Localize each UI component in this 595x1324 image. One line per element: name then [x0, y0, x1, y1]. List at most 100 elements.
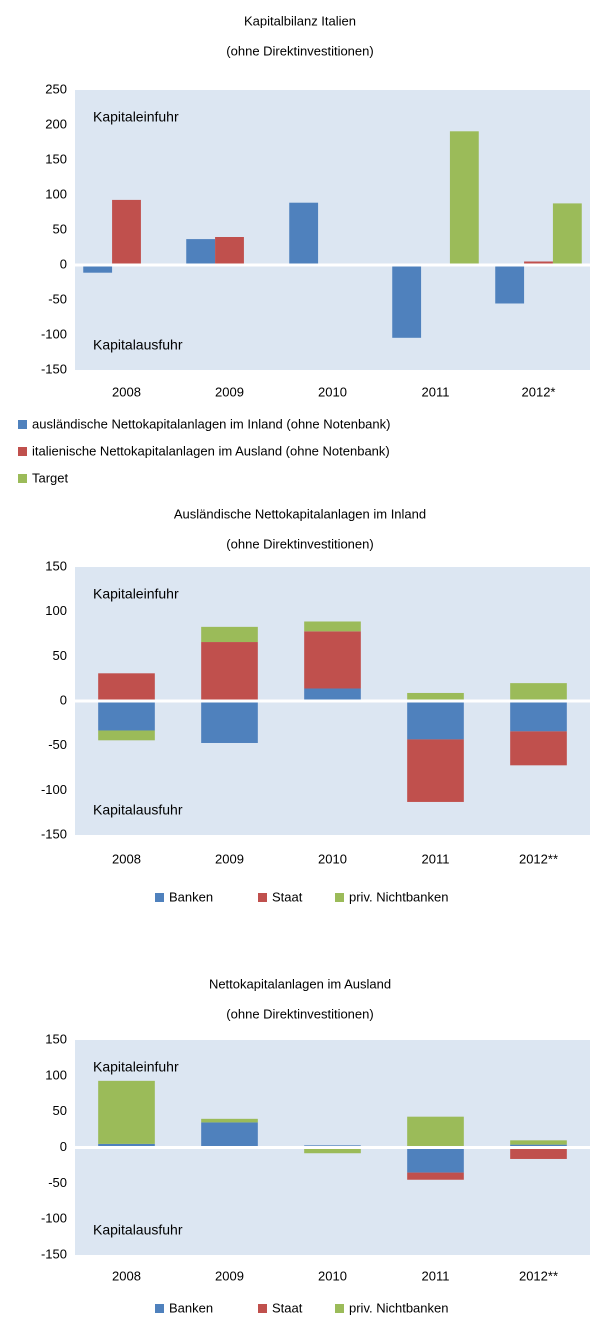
legend-label: ausländische Nettokapitalanlagen im Inla…	[32, 416, 390, 431]
plot-area	[75, 90, 590, 370]
bar-segment	[510, 731, 567, 766]
x-tick-label: 2008	[112, 384, 141, 399]
annotation: Kapitalausfuhr	[93, 802, 183, 818]
bar	[392, 265, 422, 338]
annotation: Kapitaleinfuhr	[93, 1059, 179, 1075]
x-tick-label: 2009	[215, 851, 244, 866]
bar-segment	[407, 1172, 464, 1180]
bar-segment	[304, 1147, 361, 1154]
legend-swatch	[258, 1304, 267, 1313]
x-tick-label: 2008	[112, 1268, 141, 1283]
legend-label: Banken	[169, 889, 213, 904]
bar	[495, 265, 525, 304]
bar	[186, 239, 216, 265]
y-tick-label: 50	[53, 1103, 67, 1118]
y-tick-label: 0	[60, 256, 67, 271]
annotation: Kapitalausfuhr	[93, 1222, 183, 1238]
chart-subtitle: (ohne Direktinvestitionen)	[226, 536, 373, 551]
bar-segment	[98, 673, 155, 701]
y-tick-label: -100	[41, 1211, 67, 1226]
y-tick-label: 100	[45, 186, 67, 201]
x-tick-label: 2010	[318, 384, 347, 399]
x-tick-label: 2012**	[519, 1268, 558, 1283]
y-tick-label: 100	[45, 1067, 67, 1082]
bar	[215, 237, 244, 265]
y-tick-label: 50	[53, 221, 67, 236]
bar-segment	[510, 683, 567, 701]
y-tick-label: -100	[41, 782, 67, 797]
y-tick-label: -50	[48, 737, 67, 752]
legend-swatch	[335, 1304, 344, 1313]
x-tick-label: 2011	[422, 384, 450, 399]
bar-segment	[304, 621, 361, 632]
bar	[112, 199, 141, 265]
x-tick-label: 2010	[318, 1268, 347, 1283]
y-tick-label: -150	[41, 1246, 67, 1261]
bar-segment	[407, 692, 464, 701]
y-tick-label: 150	[45, 558, 67, 573]
bar	[289, 202, 319, 265]
y-tick-label: 200	[45, 116, 67, 131]
legend-label: Banken	[169, 1300, 213, 1315]
legend-label: Staat	[272, 889, 303, 904]
legend-swatch	[18, 474, 27, 483]
chart-subtitle: (ohne Direktinvestitionen)	[226, 43, 373, 58]
bar-segment	[407, 1116, 464, 1148]
x-tick-label: 2012*	[522, 384, 556, 399]
x-tick-label: 2011	[422, 1268, 450, 1283]
bar-segment	[407, 739, 464, 802]
y-tick-label: 250	[45, 81, 67, 96]
bar	[524, 261, 553, 265]
legend-label: priv. Nichtbanken	[349, 889, 448, 904]
bar-segment	[510, 1147, 567, 1159]
bar	[552, 203, 582, 265]
legend-label: Staat	[272, 1300, 303, 1315]
annotation: Kapitaleinfuhr	[93, 586, 179, 602]
bar-segment	[510, 1140, 567, 1145]
legend-swatch	[155, 893, 164, 902]
x-tick-label: 2009	[215, 384, 244, 399]
y-tick-label: -150	[41, 361, 67, 376]
bar	[449, 131, 479, 265]
legend-swatch	[18, 420, 27, 429]
x-tick-label: 2011	[422, 851, 450, 866]
bar-segment	[304, 631, 361, 689]
y-tick-label: 0	[60, 1139, 67, 1154]
bar-segment	[98, 701, 155, 731]
y-tick-label: -50	[48, 1175, 67, 1190]
x-tick-label: 2010	[318, 851, 347, 866]
bar-segment	[98, 1143, 155, 1148]
chart-title: Ausländische Nettokapitalanlagen im Inla…	[174, 506, 426, 521]
legend-swatch	[335, 893, 344, 902]
bar-segment	[201, 701, 258, 743]
annotation: Kapitaleinfuhr	[93, 109, 179, 125]
y-tick-label: -150	[41, 826, 67, 841]
bar	[83, 265, 113, 273]
y-tick-label: -50	[48, 291, 67, 306]
y-tick-label: 150	[45, 1031, 67, 1046]
chart-subtitle: (ohne Direktinvestitionen)	[226, 1006, 373, 1021]
bar-segment	[201, 1122, 258, 1148]
x-tick-label: 2012**	[519, 851, 558, 866]
legend-swatch	[18, 447, 27, 456]
legend-swatch	[258, 893, 267, 902]
bar-segment	[201, 1118, 258, 1123]
legend-label: priv. Nichtbanken	[349, 1300, 448, 1315]
bar-segment	[304, 688, 361, 701]
chart-title: Nettokapitalanlagen im Ausland	[209, 976, 391, 991]
x-tick-label: 2009	[215, 1268, 244, 1283]
legend-label: italienische Nettokapitalanlagen im Ausl…	[32, 443, 390, 458]
bar-segment	[98, 730, 155, 741]
annotation: Kapitalausfuhr	[93, 337, 183, 353]
bar-segment	[201, 642, 258, 701]
y-tick-label: 50	[53, 648, 67, 663]
y-tick-label: 150	[45, 151, 67, 166]
bar-segment	[201, 626, 258, 643]
y-tick-label: 0	[60, 692, 67, 707]
legend-swatch	[155, 1304, 164, 1313]
y-tick-label: 100	[45, 603, 67, 618]
legend-label: Target	[32, 470, 69, 485]
chart-title: Kapitalbilanz Italien	[244, 13, 356, 28]
y-tick-label: -100	[41, 326, 67, 341]
